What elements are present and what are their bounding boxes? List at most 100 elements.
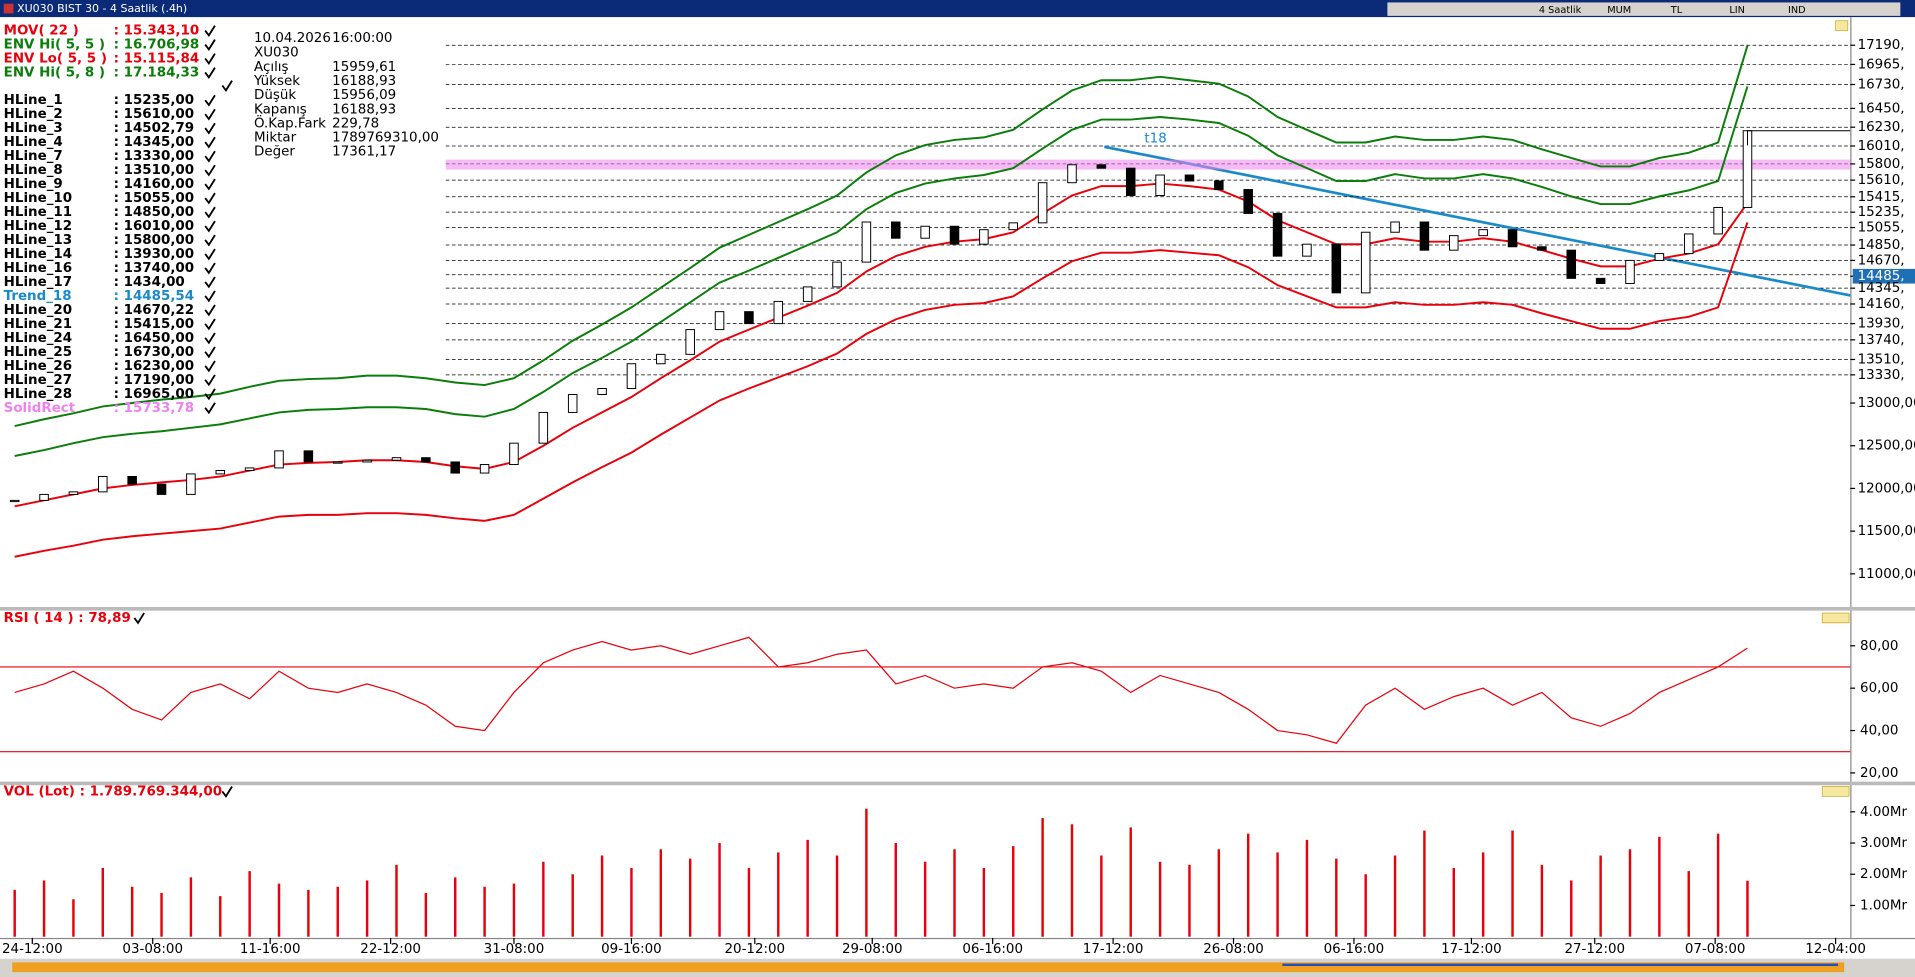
candle (1507, 229, 1518, 248)
volume-bar (483, 886, 486, 937)
window-title: XU030 BIST 30 - 4 Saatlik (.4h) (17, 2, 187, 15)
volume-bar (1746, 880, 1749, 937)
y-tick-label: 16230, (1858, 120, 1905, 135)
check-icon (133, 612, 145, 625)
volume-bar (1129, 827, 1132, 937)
check-icon (204, 318, 216, 331)
volume-bar (600, 855, 604, 937)
legend-value: : 15415,00 (114, 317, 195, 332)
info-value: 15959,61 (332, 60, 396, 75)
panel-buttons[interactable] (1821, 612, 1850, 624)
panel-buttons[interactable] (1821, 786, 1850, 797)
info-key: Kapanış (254, 102, 307, 117)
volume-bar (659, 849, 663, 937)
x-tick-label: 29-08:00 (842, 942, 903, 957)
candle (274, 450, 284, 469)
y-tick-label: 15235, (1858, 205, 1905, 220)
trend-line (1104, 145, 1851, 297)
toolbar-item[interactable]: IND (1788, 5, 1806, 16)
y-tick-label: 14485, (1858, 269, 1905, 284)
y-tick-label: 40,00 (1860, 724, 1898, 739)
toolbar (1387, 2, 1901, 16)
volume-bar (1100, 855, 1103, 937)
legend-value: : 13330,00 (114, 149, 195, 164)
candle (391, 457, 402, 461)
volume-bar (806, 839, 809, 937)
legend-value: : 16450,00 (114, 331, 195, 346)
legend-name: SolidRect (4, 401, 76, 416)
y-tick-label: 15055, (1858, 221, 1905, 236)
legend-name: HLine_1 (4, 93, 63, 108)
volume-bar (130, 886, 134, 937)
legend-name: HLine_2 (4, 107, 63, 122)
candle (1360, 231, 1371, 294)
legend-value: : 13930,00 (114, 247, 195, 262)
volume-bar (1305, 839, 1309, 937)
check-icon (204, 178, 216, 191)
y-tick-label: 14670, (1858, 253, 1905, 268)
y-tick-label: 16730, (1858, 78, 1905, 93)
legend-value: : 1434,00 (114, 275, 185, 290)
solid-rect (445, 159, 1851, 170)
y-tick-label: 13510, (1858, 352, 1905, 367)
volume-bar (1335, 858, 1338, 937)
y-tick-label: 15415, (1858, 190, 1905, 205)
legend-name: HLine_12 (4, 219, 72, 234)
volume-bar (747, 868, 751, 937)
candle (1272, 212, 1283, 257)
candle (949, 225, 960, 245)
scroll-thumb[interactable] (1282, 963, 1839, 967)
volume-bar (1012, 846, 1015, 937)
candle (1537, 246, 1547, 251)
info-key: Yüksek (253, 74, 300, 89)
scroll-track[interactable] (12, 962, 1845, 973)
volume-bar (101, 868, 105, 937)
legend-name: HLine_16 (4, 261, 72, 276)
check-icon (204, 234, 216, 247)
y-tick-label: 3.00Mr (1860, 836, 1907, 851)
volume-bar (307, 889, 310, 937)
candle (802, 286, 813, 302)
check-icon (204, 136, 216, 149)
legend-name: HLine_20 (4, 303, 72, 318)
toolbar-item[interactable]: MUM (1607, 5, 1631, 16)
legend-value: : 17.184,33 (114, 65, 200, 80)
volume-bar (512, 883, 516, 937)
candle (186, 473, 196, 495)
candle (215, 470, 226, 475)
candle (891, 221, 901, 239)
candle (421, 457, 431, 463)
y-tick-label: 16450, (1858, 101, 1905, 116)
candle (567, 394, 578, 413)
check-icon (204, 388, 216, 401)
x-tick-label: 22-12:00 (360, 942, 421, 957)
toolbar-item[interactable]: TL (1670, 5, 1683, 16)
candle (597, 388, 607, 395)
toolbar-item[interactable]: LIN (1729, 5, 1745, 16)
volume-bar (1188, 864, 1191, 937)
candle (1184, 174, 1195, 182)
candle (1595, 277, 1606, 284)
volume-bar (865, 808, 868, 937)
legend-value: : 14345,00 (114, 135, 195, 150)
panel-buttons[interactable] (1835, 20, 1849, 31)
candle (1243, 189, 1253, 214)
x-tick-label: 27-12:00 (1564, 942, 1625, 957)
candle (861, 221, 872, 263)
info-value: 16188,93 (332, 74, 396, 89)
check-icon (204, 53, 216, 66)
check-icon (204, 402, 216, 415)
volume-bar (835, 855, 839, 937)
info-key: Açılış (254, 60, 289, 75)
legend-value: : 15.115,84 (114, 51, 200, 66)
volume-bar (42, 880, 46, 937)
legend-name: HLine_28 (4, 387, 72, 402)
legend-value: : 14850,00 (114, 205, 195, 220)
volume-bar (1481, 852, 1485, 937)
y-tick-label: 4.00Mr (1860, 805, 1907, 820)
candle (744, 311, 754, 325)
volume-bar (542, 861, 545, 937)
toolbar-item[interactable]: 4 Saatlik (1539, 5, 1582, 16)
volume-bar (1217, 849, 1221, 937)
